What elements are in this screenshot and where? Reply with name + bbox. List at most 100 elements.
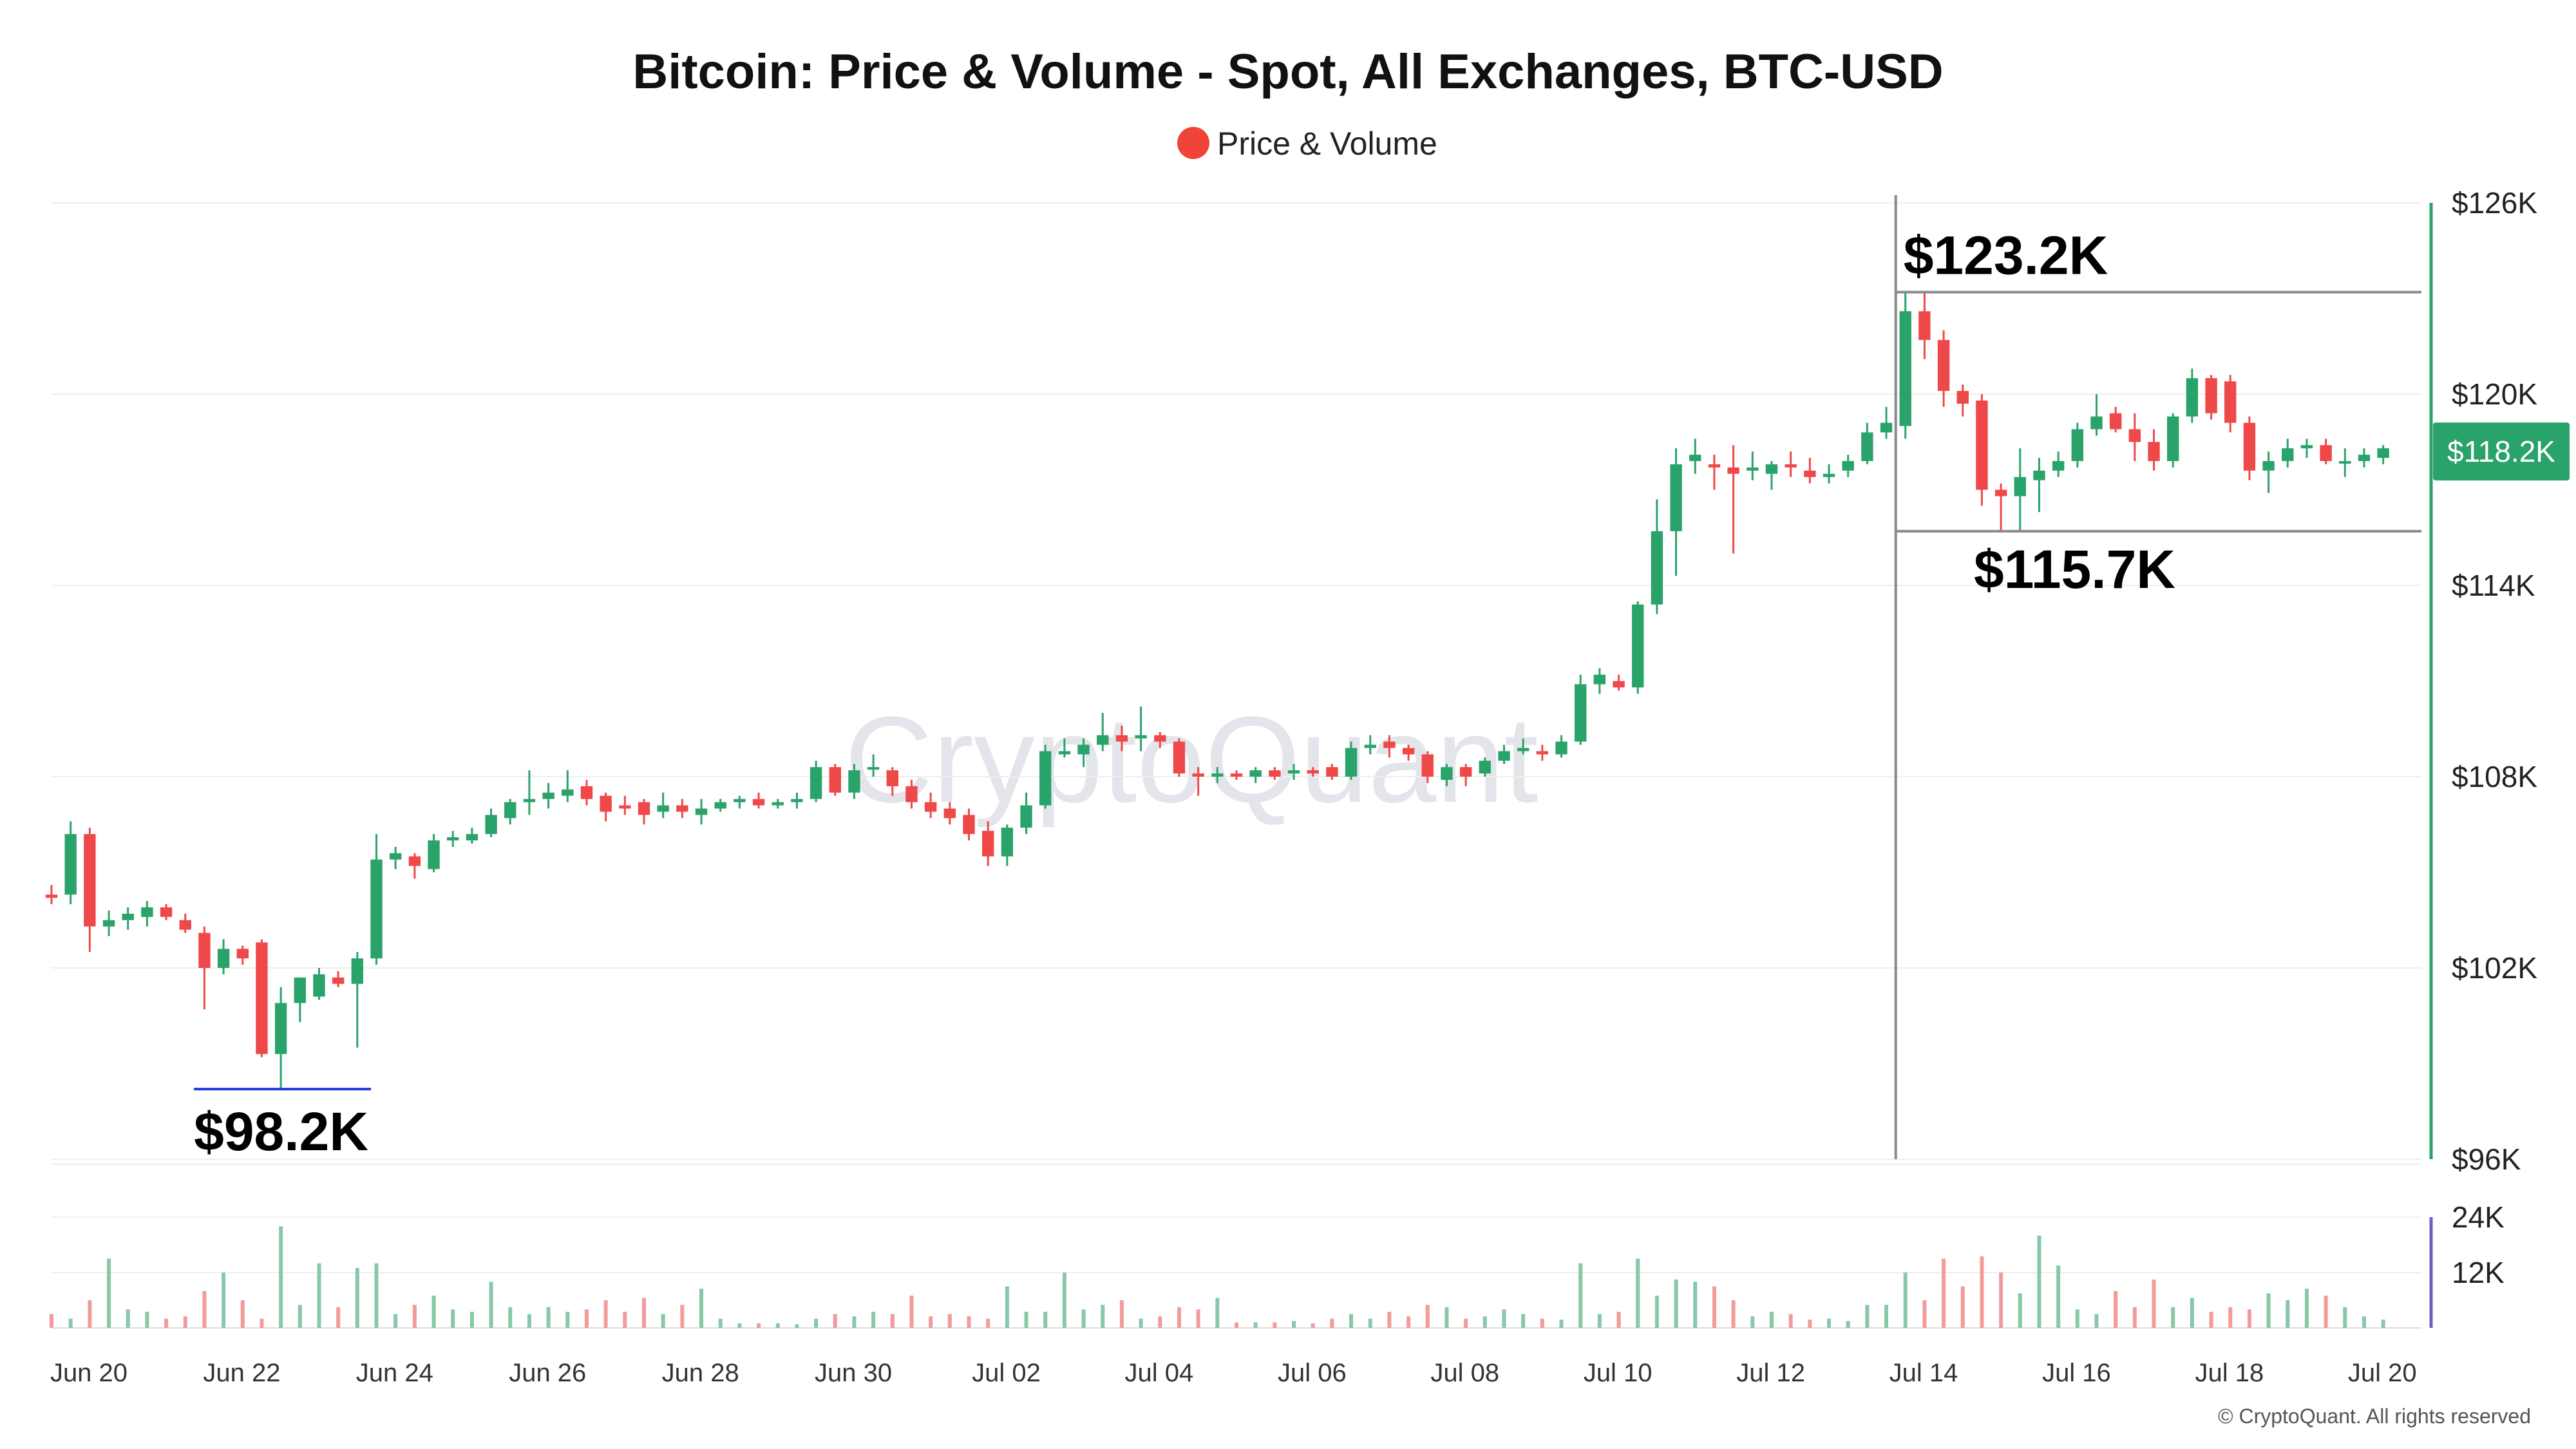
volume-bar [1119,1300,1124,1328]
volume-bar [986,1318,990,1328]
candle-body [2014,477,2026,497]
volume-bar [699,1289,704,1328]
volume-bar [1005,1286,1009,1328]
volume-bar [1578,1263,1583,1328]
volume-bar [2132,1307,2137,1328]
candle-body [370,859,383,959]
candle [1154,732,1166,748]
volume-axis: 24K 12K [2429,1200,2505,1328]
candle-body [1135,735,1147,739]
volume-bar [1521,1314,1526,1328]
x-tick-label: Jul 14 [1889,1359,1958,1387]
candle-body [905,786,918,802]
candle-body [1364,744,1376,748]
volume-bar [1827,1318,1831,1328]
candle-body [198,933,211,968]
candle [1441,764,1453,786]
candle [332,971,345,987]
volume-bar [1597,1314,1602,1328]
candle-body [981,831,994,857]
candle-body [447,837,459,840]
volume-bar [2056,1265,2061,1328]
volume-bar [929,1316,933,1328]
candle-body [2148,442,2160,461]
volume-bar [1769,1311,1774,1328]
candle-body [1880,422,1893,433]
volume-bar [1922,1300,1927,1328]
volume-bar [240,1300,245,1328]
candle-body [848,770,860,793]
candle-body [2090,416,2103,430]
candle [1994,483,2007,531]
candle [217,939,230,974]
candle-body [867,767,880,770]
candle [829,764,841,796]
candle [1173,738,1186,777]
candle [1135,706,1147,752]
candle [1937,330,1950,407]
candle [1956,384,1969,417]
candle [1727,445,1739,554]
volume-bar [489,1282,493,1328]
volume-bar [107,1258,111,1328]
candle [2243,416,2256,480]
candle-body [1249,770,1262,777]
candle [1230,770,1243,780]
x-tick-label: Jun 20 [50,1359,128,1387]
candle-body [428,840,440,869]
candle-body [294,977,307,1003]
volume-bar [1253,1322,1258,1328]
candle [810,761,822,802]
volume-bar [298,1305,302,1328]
candle [2262,451,2275,493]
volume-bar [317,1263,321,1328]
candle [600,792,612,822]
volume-bar [1559,1320,1564,1328]
candle-body [1727,467,1739,474]
low-price-label: $115.7K [1974,539,2175,600]
candle [198,926,211,1010]
candle-body [886,770,899,786]
x-tick-label: Jul 20 [2348,1359,2417,1387]
volume-bar [623,1311,627,1328]
candle-body [1632,604,1644,688]
volume-bar [1960,1286,1965,1328]
candle-body [45,895,58,898]
price-axis: $126K $120K $114K $108K $102K $96K [2429,186,2537,1176]
candle-body [2339,460,2351,464]
candle-body [542,792,554,799]
volume-bar [890,1314,895,1328]
candle-body [256,942,268,1054]
legend[interactable]: Price & Volume [1177,126,1437,162]
candle [905,779,918,809]
volume-bar [603,1300,608,1328]
candle-body [1517,748,1530,752]
volume-bar [814,1318,819,1328]
candle-body [772,802,784,806]
candle-body [2243,422,2256,471]
candle-body [791,799,803,802]
candle-body [1689,455,1701,461]
volume-bar [2228,1307,2233,1328]
candle-body [84,834,96,927]
candle [1115,725,1128,752]
candle [2224,375,2237,433]
candle-body [466,834,478,840]
candle-body [313,974,325,997]
candle-body [1823,473,1835,477]
volume-bar [1177,1307,1181,1328]
volume-bar [1235,1322,1238,1328]
candle-body [1937,339,1950,392]
candle-body [2071,429,2084,461]
candle [1192,767,1204,796]
volume-bar [947,1314,952,1328]
candle-body [1498,751,1510,761]
price-tick-label: $102K [2452,951,2537,985]
candle-body [1708,464,1721,468]
volume-bar [967,1316,971,1328]
candle-body [1765,464,1778,474]
volume-bar [757,1323,761,1328]
candle [695,799,708,825]
candle [1842,455,1854,477]
candle [1459,764,1472,786]
